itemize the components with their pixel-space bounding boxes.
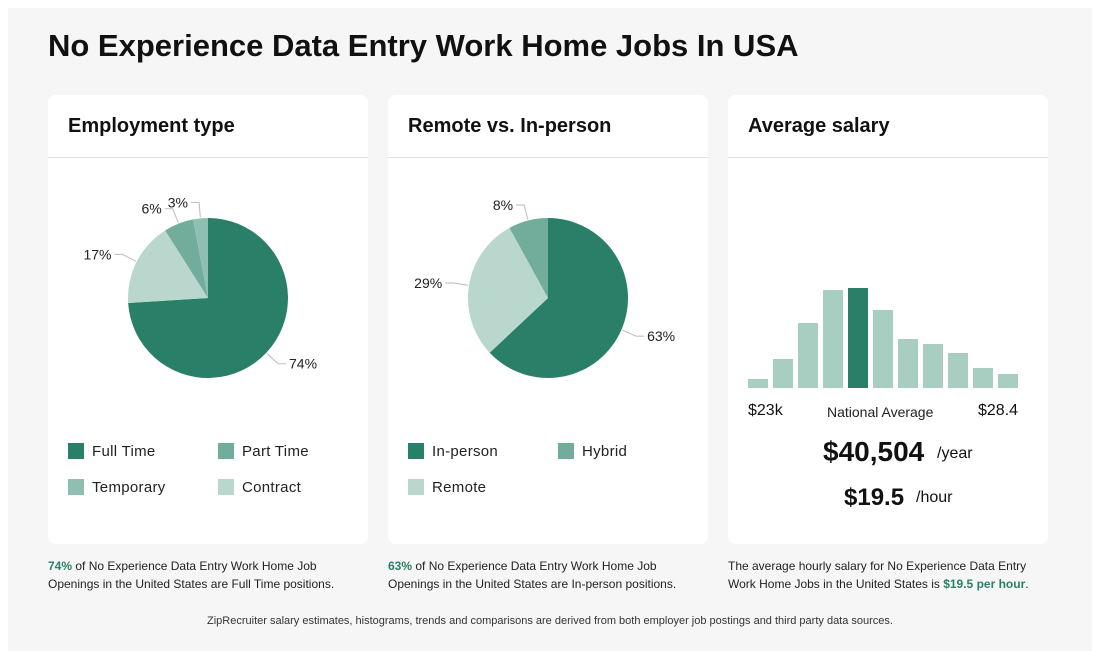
legend-item-full-time: Full Time (68, 442, 156, 460)
average-salary-card: Average salary $23k National Average $28… (728, 95, 1048, 544)
pie-leader-line (516, 204, 529, 220)
pie-leader-line (164, 208, 179, 223)
national-average-label: National Average (827, 404, 934, 420)
histogram-bar (748, 379, 768, 388)
legend-item-hybrid: Hybrid (558, 442, 627, 460)
pie-slice-in-person (489, 218, 629, 378)
page-title: No Experience Data Entry Work Home Jobs … (48, 28, 799, 63)
employment-type-card: Employment type 74% 17% 6% 3% Full Time Par… (48, 95, 368, 544)
caption-highlight: 74% (48, 559, 73, 573)
histogram-bar (898, 339, 918, 388)
pie-leader-line (445, 282, 469, 286)
pie-label-in-person: 63% (647, 328, 675, 344)
yearly-salary-value: $40,504 (823, 436, 925, 467)
salary-min-label: $23k (748, 402, 783, 419)
salary-caption: The average hourly salary for No Experie… (728, 557, 1048, 593)
legend-label: Remote (432, 478, 487, 496)
salary-max-label: $28.4 (978, 402, 1019, 419)
legend-swatch (408, 443, 424, 459)
legend-swatch (68, 443, 84, 459)
card-divider (388, 157, 708, 158)
card-title: Remote vs. In-person (408, 115, 612, 137)
legend-label: Full Time (92, 442, 156, 460)
caption-text: The average hourly salary for No Experie… (728, 559, 1027, 591)
legend-swatch (408, 479, 424, 495)
hourly-unit: /hour (916, 489, 953, 506)
histogram-bar (798, 323, 818, 388)
yearly-unit: /year (937, 445, 973, 462)
histogram-bar (823, 290, 843, 388)
pie-label-part-time: 6% (141, 201, 161, 217)
pie-label-contract: 17% (83, 246, 111, 262)
legend-label: Temporary (92, 478, 166, 496)
histogram-bar (973, 368, 993, 388)
pie-slice-hybrid (509, 218, 548, 298)
legend-item-remote: Remote (408, 478, 486, 496)
legend-label: Hybrid (582, 442, 628, 460)
legend-swatch (218, 443, 234, 459)
pie-label-temporary: 3% (168, 194, 188, 210)
pie-slice-contract (128, 230, 208, 304)
caption-highlight: $19.5 per hour (943, 577, 1026, 591)
legend-item-part-time: Part Time (218, 442, 309, 460)
remote-caption: 63% of No Experience Data Entry Work Hom… (388, 557, 708, 593)
pie-label-remote: 29% (414, 275, 442, 291)
pie-leader-line (622, 329, 645, 337)
card-title: Employment type (68, 115, 235, 137)
remote-vs-in-person-pie-chart: 63% 29% 8% (414, 197, 675, 378)
legend-item-temporary: Temporary (68, 478, 166, 496)
pie-slice-temporary (193, 218, 208, 298)
caption-suffix: . (1025, 577, 1029, 591)
hourly-salary-value: $19.5 (844, 484, 905, 511)
pie-leader-line (191, 201, 201, 218)
histogram-bar (773, 359, 793, 388)
employment-type-pie-chart: 74% 17% 6% 3% (83, 194, 317, 379)
pie-slice-part-time (165, 219, 208, 298)
card-divider (48, 157, 368, 158)
caption-text: of No Experience Data Entry Work Home Jo… (388, 559, 677, 591)
employment-type-caption: 74% of No Experience Data Entry Work Hom… (48, 557, 368, 593)
histogram-bar (923, 344, 943, 388)
legend-label: In-person (432, 442, 499, 460)
legend-swatch (218, 479, 234, 495)
pie-label-hybrid: 8% (493, 197, 513, 213)
pie-slice-full-time (128, 218, 289, 379)
legend-swatch (68, 479, 84, 495)
card-divider (728, 157, 1048, 158)
histogram-bar (948, 353, 968, 388)
card-title: Average salary (748, 115, 890, 137)
legend-item-in-person: In-person (408, 442, 498, 460)
caption-highlight: 63% (388, 559, 413, 573)
pie-leader-line (114, 253, 137, 262)
histogram-bar (873, 310, 893, 388)
histogram-bar-highlight (848, 288, 868, 388)
pie-slice-remote (468, 227, 548, 353)
salary-histogram (748, 288, 1018, 388)
remote-vs-in-person-card: Remote vs. In-person 63% 29% 8% In-person … (388, 95, 708, 544)
legend-item-contract: Contract (218, 478, 301, 496)
footer-disclaimer: ZipRecruiter salary estimates, histogram… (207, 615, 893, 627)
legend-swatch (558, 443, 574, 459)
pie-label-full-time: 74% (289, 356, 317, 372)
histogram-bar (998, 374, 1018, 388)
pie-leader-line (266, 353, 286, 365)
caption-text: of No Experience Data Entry Work Home Jo… (48, 559, 335, 591)
legend-label: Contract (242, 478, 302, 496)
legend-label: Part Time (242, 442, 309, 460)
